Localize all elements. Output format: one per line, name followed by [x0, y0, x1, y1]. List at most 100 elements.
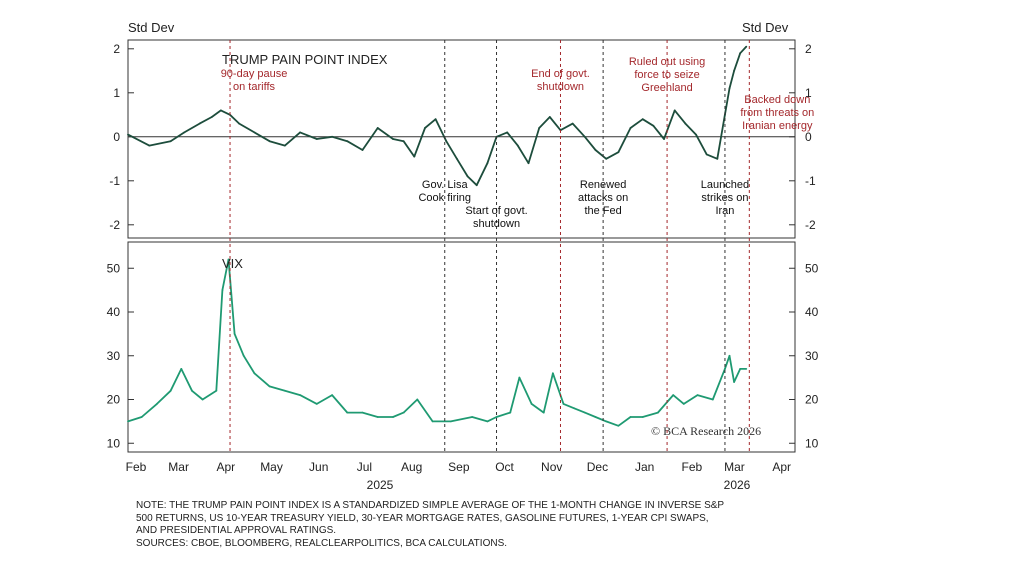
- pain-index-data-point: [268, 140, 271, 143]
- year-label: 2026: [724, 478, 751, 492]
- vix-data-point: [361, 411, 364, 414]
- pain-index-data-point: [219, 109, 222, 112]
- event-annotation: Iranian energy: [742, 120, 813, 132]
- vix-ytick-label-right: 30: [805, 349, 819, 363]
- vix-ytick-label-right: 50: [805, 261, 819, 275]
- pain-index-data-point: [434, 118, 437, 121]
- vix-data-point: [509, 411, 512, 414]
- x-tick-label: Mar: [168, 460, 189, 474]
- x-tick-label: Apr: [772, 460, 791, 474]
- vix-data-point: [215, 389, 218, 392]
- pain-index-data-point: [716, 157, 719, 160]
- x-tick-label: Jul: [357, 460, 372, 474]
- vix-frame: [127, 241, 796, 453]
- pain-index-data-point: [148, 144, 151, 147]
- pain-index-data-point: [617, 151, 620, 154]
- vix-data-point: [495, 416, 498, 418]
- pain-index-data-point: [641, 118, 644, 121]
- vix-data-point: [169, 389, 172, 392]
- vix-data-point: [518, 376, 521, 379]
- pain-index-data-point: [506, 131, 509, 134]
- vix-data-point: [728, 354, 731, 357]
- pain-index-ytick-label-right: -1: [805, 174, 816, 188]
- pain-index-data-point: [745, 45, 748, 48]
- event-annotation: Cook firing: [418, 192, 471, 204]
- pain-index-data-point: [684, 122, 687, 125]
- x-tick-label: Jun: [309, 460, 328, 474]
- vix-data-point: [551, 372, 554, 375]
- event-annotation: the Fed: [584, 205, 621, 217]
- pain-index-data-point: [652, 124, 655, 127]
- x-tick-label: Mar: [724, 460, 745, 474]
- note-line: SOURCES: CBOE, BLOOMBERG, REALCLEARPOLIT…: [136, 537, 508, 549]
- event-annotation: Ruled out using: [629, 56, 705, 68]
- pain-index-data-point: [705, 153, 708, 156]
- event-annotation: Launched: [701, 179, 749, 191]
- pain-index-ytick-label-left: -2: [109, 218, 120, 232]
- vix-title: VIX: [222, 256, 243, 271]
- x-axis: Feb Mar Apr May Jun Jul Aug Sep Oct Nov Dec Jan Feb M…: [126, 460, 791, 492]
- vix-data-point: [268, 385, 271, 388]
- vix-data-point: [376, 416, 379, 418]
- pain-index-ytick-label-left: 1: [113, 86, 120, 100]
- pain-index-data-point: [127, 133, 129, 136]
- vix-data-point: [191, 389, 193, 392]
- pain-index-data-point: [253, 131, 256, 134]
- pain-index-ytick-label-right: 0: [805, 130, 812, 144]
- event-annotation: Iran: [715, 205, 734, 217]
- vix-data-point: [471, 416, 474, 418]
- pain-index-data-point: [331, 135, 333, 138]
- event-annotation: strikes on: [701, 192, 748, 204]
- year-label: 2025: [367, 478, 394, 492]
- note-line: 500 RETURNS, US 10-YEAR TREASURY YIELD, …: [136, 512, 709, 524]
- x-tick-label: Feb: [126, 460, 147, 474]
- vix-data-point: [724, 367, 726, 370]
- pain-index-ytick-label-left: -1: [109, 174, 120, 188]
- vix-data-point: [156, 402, 158, 405]
- pain-index-data-point: [538, 127, 541, 129]
- vix-data-point: [140, 416, 143, 418]
- event-annotation: Backed down: [744, 94, 810, 106]
- pain-index-data-point: [346, 140, 349, 143]
- vix-ytick-label-left: 40: [107, 305, 121, 319]
- vix-data-point: [542, 411, 545, 414]
- vix-ytick-label-left: 20: [107, 393, 121, 407]
- pain-index-data-point: [183, 131, 186, 134]
- pain-index-data-point: [456, 157, 458, 160]
- vix-ytick-label-left: 10: [107, 436, 121, 450]
- pain-index-frame: [127, 39, 796, 239]
- pain-index-data-point: [315, 138, 318, 140]
- vix-data-point: [733, 381, 735, 383]
- pain-index-data-point: [673, 109, 676, 112]
- pain-index-data-point: [516, 144, 519, 147]
- vix-data-point: [221, 289, 224, 292]
- pain-index-data-point: [728, 87, 731, 90]
- pain-index-data-point: [445, 140, 448, 143]
- pain-index-data-point: [571, 122, 574, 125]
- vix-data-point: [392, 416, 394, 418]
- vix-data-point: [711, 398, 714, 401]
- vix-data-point: [242, 354, 245, 357]
- vix-data-point: [696, 394, 699, 397]
- pain-index-data-point: [169, 140, 172, 143]
- pain-index-data-point: [392, 138, 394, 140]
- vix-data-point: [739, 367, 742, 370]
- event-annotation: Gov. Lisa: [422, 179, 469, 191]
- vix-data-point: [605, 420, 608, 423]
- event-annotation: on tariffs: [233, 81, 275, 93]
- right-axis-label: Std Dev: [742, 20, 789, 35]
- note-line: NOTE: THE TRUMP PAIN POINT INDEX IS A ST…: [136, 500, 725, 511]
- pain-index-data-point: [283, 144, 286, 147]
- event-annotation: shutdown: [473, 218, 520, 230]
- watermark: © BCA Research 2026: [651, 424, 761, 438]
- vix-data-point: [431, 420, 434, 423]
- vix-ytick-label-right: 20: [805, 393, 819, 407]
- event-annotation: force to seize: [634, 69, 699, 81]
- pain-index-ytick-label-right: 2: [805, 42, 812, 56]
- x-tick-label: Jan: [635, 460, 654, 474]
- x-tick-label: May: [260, 460, 283, 474]
- pain-index-ytick-label-left: 2: [113, 42, 120, 56]
- pain-index-data-point: [299, 131, 301, 134]
- event-annotation: 90-day pause: [221, 68, 288, 80]
- event-annotation: shutdown: [537, 81, 584, 93]
